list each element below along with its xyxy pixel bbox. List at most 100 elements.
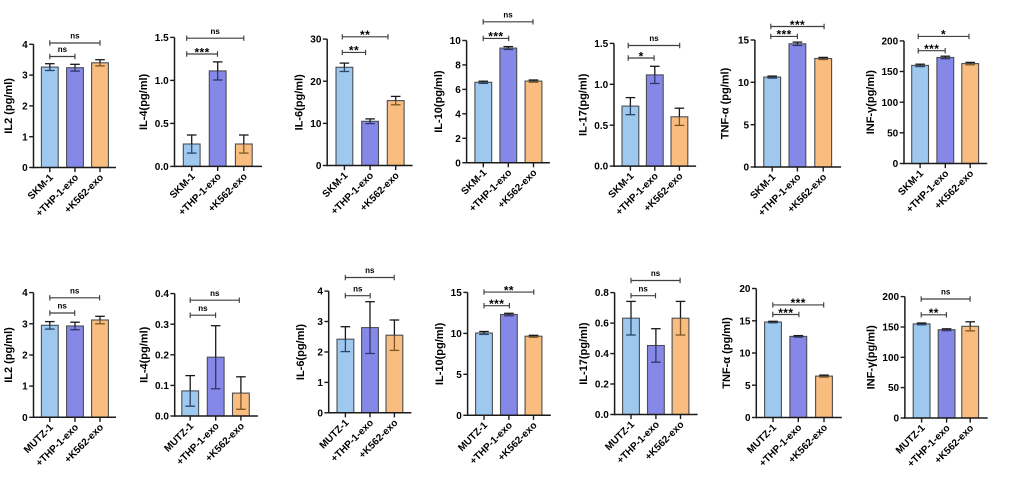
svg-text:4: 4 [455, 109, 461, 120]
svg-text:ns: ns [70, 32, 80, 41]
svg-text:10: 10 [739, 349, 751, 360]
svg-text:ns: ns [58, 302, 68, 311]
svg-text:3: 3 [22, 71, 28, 82]
svg-text:IL2 (pg/ml): IL2 (pg/ml) [3, 78, 15, 134]
svg-text:0.4: 0.4 [595, 349, 609, 360]
svg-text:5: 5 [745, 381, 751, 392]
svg-text:ns: ns [211, 27, 221, 36]
svg-text:ns: ns [198, 304, 208, 313]
svg-text:0: 0 [22, 163, 28, 174]
svg-text:***: *** [489, 297, 504, 311]
svg-text:TNF-α (pg/ml): TNF-α (pg/ml) [721, 317, 733, 389]
svg-text:***: *** [790, 18, 805, 32]
svg-text:15: 15 [451, 288, 463, 299]
svg-text:0: 0 [894, 414, 900, 425]
svg-text:10: 10 [738, 78, 750, 89]
svg-text:IL-6(pg/ml): IL-6(pg/ml) [295, 324, 307, 381]
svg-text:20: 20 [310, 77, 322, 88]
svg-text:0.3: 0.3 [155, 320, 169, 331]
svg-text:ns: ns [70, 287, 80, 296]
svg-text:3: 3 [22, 319, 28, 330]
svg-text:IL-10(pg/ml): IL-10(pg/ml) [433, 70, 445, 133]
svg-text:ns: ns [503, 11, 513, 20]
svg-text:IL-6(pg/ml): IL-6(pg/ml) [294, 74, 306, 131]
svg-text:ns: ns [58, 45, 68, 54]
svg-text:ns: ns [941, 288, 951, 297]
svg-text:100: 100 [882, 98, 899, 109]
svg-text:IL-10(pg/ml): IL-10(pg/ml) [434, 322, 446, 385]
svg-text:IL2 (pg/ml): IL2 (pg/ml) [3, 327, 15, 383]
svg-text:**: ** [504, 283, 514, 297]
svg-text:0: 0 [744, 163, 750, 174]
svg-text:**: ** [360, 28, 370, 42]
svg-text:0.5: 0.5 [155, 119, 169, 130]
svg-text:ns: ns [649, 34, 659, 43]
svg-text:150: 150 [882, 67, 899, 78]
svg-text:INF-γ(pg/ml): INF-γ(pg/ml) [866, 325, 878, 389]
svg-text:6: 6 [455, 85, 461, 96]
svg-text:5: 5 [744, 120, 750, 131]
svg-text:0: 0 [316, 161, 322, 172]
svg-text:30: 30 [310, 35, 322, 46]
svg-text:0.5: 0.5 [594, 121, 608, 132]
svg-text:0.4: 0.4 [155, 289, 169, 300]
svg-text:0.0: 0.0 [594, 162, 608, 173]
svg-text:***: *** [791, 296, 806, 310]
svg-text:3: 3 [317, 317, 323, 328]
svg-text:20: 20 [739, 284, 751, 295]
svg-text:***: *** [194, 45, 209, 59]
svg-text:10: 10 [451, 329, 463, 340]
svg-text:150: 150 [882, 323, 899, 334]
svg-text:IL-17(pg/ml): IL-17(pg/ml) [578, 322, 590, 385]
svg-text:100: 100 [882, 353, 899, 364]
svg-text:0.8: 0.8 [595, 288, 609, 299]
svg-text:10: 10 [310, 119, 322, 130]
svg-text:1.5: 1.5 [594, 39, 608, 50]
svg-text:0: 0 [22, 413, 28, 424]
svg-text:15: 15 [739, 316, 751, 327]
svg-text:10: 10 [450, 36, 462, 47]
svg-text:***: *** [488, 30, 503, 44]
svg-text:ns: ns [639, 284, 649, 293]
svg-text:1: 1 [317, 378, 323, 389]
svg-text:0: 0 [745, 413, 751, 424]
svg-text:**: ** [349, 44, 359, 58]
svg-text:1.0: 1.0 [155, 76, 169, 87]
svg-text:1.0: 1.0 [594, 80, 608, 91]
svg-text:200: 200 [882, 292, 899, 303]
svg-text:*: * [639, 49, 644, 63]
svg-text:2: 2 [22, 102, 28, 113]
svg-text:0.1: 0.1 [155, 381, 169, 392]
svg-text:200: 200 [882, 37, 899, 48]
svg-text:4: 4 [317, 287, 323, 298]
svg-text:IL-4(pg/ml): IL-4(pg/ml) [138, 73, 150, 130]
svg-text:1: 1 [22, 382, 28, 393]
svg-text:0: 0 [455, 158, 461, 169]
svg-text:0.0: 0.0 [595, 410, 609, 421]
svg-text:ns: ns [365, 266, 375, 275]
svg-text:50: 50 [888, 383, 900, 394]
svg-text:1.5: 1.5 [155, 33, 169, 44]
svg-text:*: * [941, 28, 946, 42]
svg-text:15: 15 [738, 36, 750, 47]
svg-text:0.0: 0.0 [155, 412, 169, 423]
svg-text:IL-4(pg/ml): IL-4(pg/ml) [138, 326, 150, 383]
svg-text:2: 2 [22, 351, 28, 362]
svg-text:5: 5 [456, 370, 462, 381]
svg-text:IL-17(pg/ml): IL-17(pg/ml) [578, 73, 590, 136]
svg-text:50: 50 [887, 128, 899, 139]
svg-text:4: 4 [22, 40, 28, 51]
svg-text:***: *** [776, 28, 791, 42]
svg-text:ns: ns [210, 289, 220, 298]
svg-text:0.0: 0.0 [155, 162, 169, 173]
svg-text:ns: ns [651, 269, 661, 278]
svg-text:2: 2 [317, 348, 323, 359]
svg-text:***: *** [924, 42, 939, 56]
svg-text:0.6: 0.6 [595, 319, 609, 330]
svg-text:**: ** [929, 306, 939, 320]
svg-text:1: 1 [22, 132, 28, 143]
svg-text:2: 2 [455, 134, 461, 145]
svg-text:0: 0 [317, 408, 323, 419]
svg-text:INF-γ(pg/ml): INF-γ(pg/ml) [865, 70, 877, 134]
svg-text:8: 8 [455, 61, 461, 72]
